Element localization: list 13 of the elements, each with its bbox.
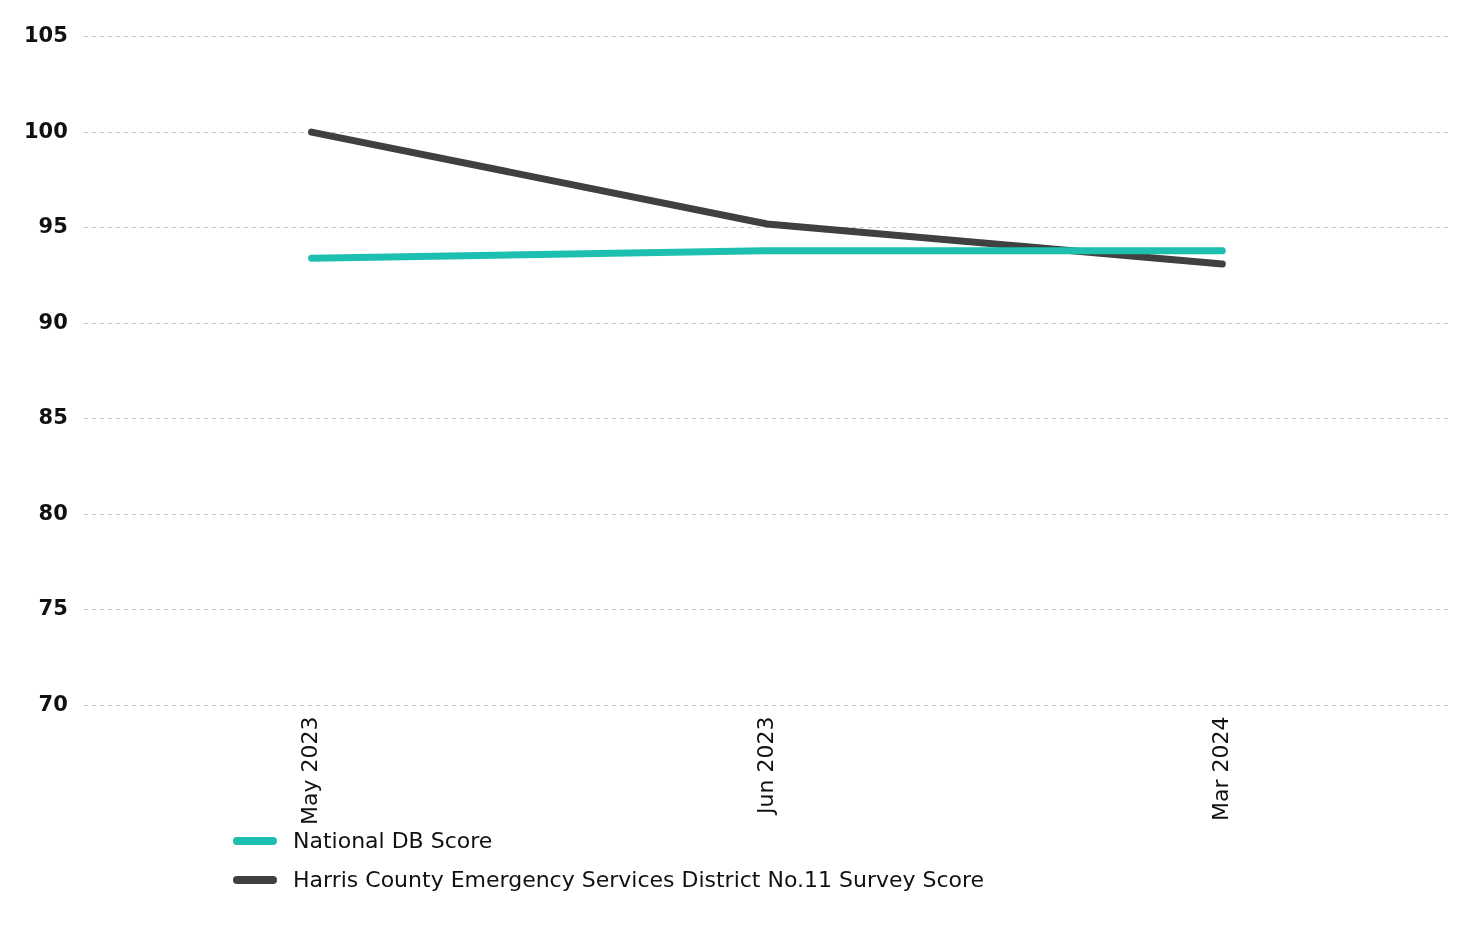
x-tick-label: Mar 2024	[1208, 716, 1234, 822]
y-tick-label: 95	[38, 214, 68, 239]
legend-label: National DB Score	[293, 828, 493, 853]
y-tick-label: 75	[38, 596, 68, 621]
y-tick-label: 105	[23, 23, 68, 48]
y-tick-label: 100	[23, 118, 68, 143]
y-tick-label: 70	[38, 691, 68, 716]
y-tick-label: 90	[38, 309, 68, 334]
x-tick-label: Jun 2023	[752, 716, 778, 816]
y-tick-label: 85	[38, 405, 68, 430]
legend-label: Harris County Emergency Services District No.11 Survey Score	[293, 867, 985, 892]
y-tick-label: 80	[38, 500, 68, 525]
x-tick-label: May 2023	[297, 716, 323, 825]
